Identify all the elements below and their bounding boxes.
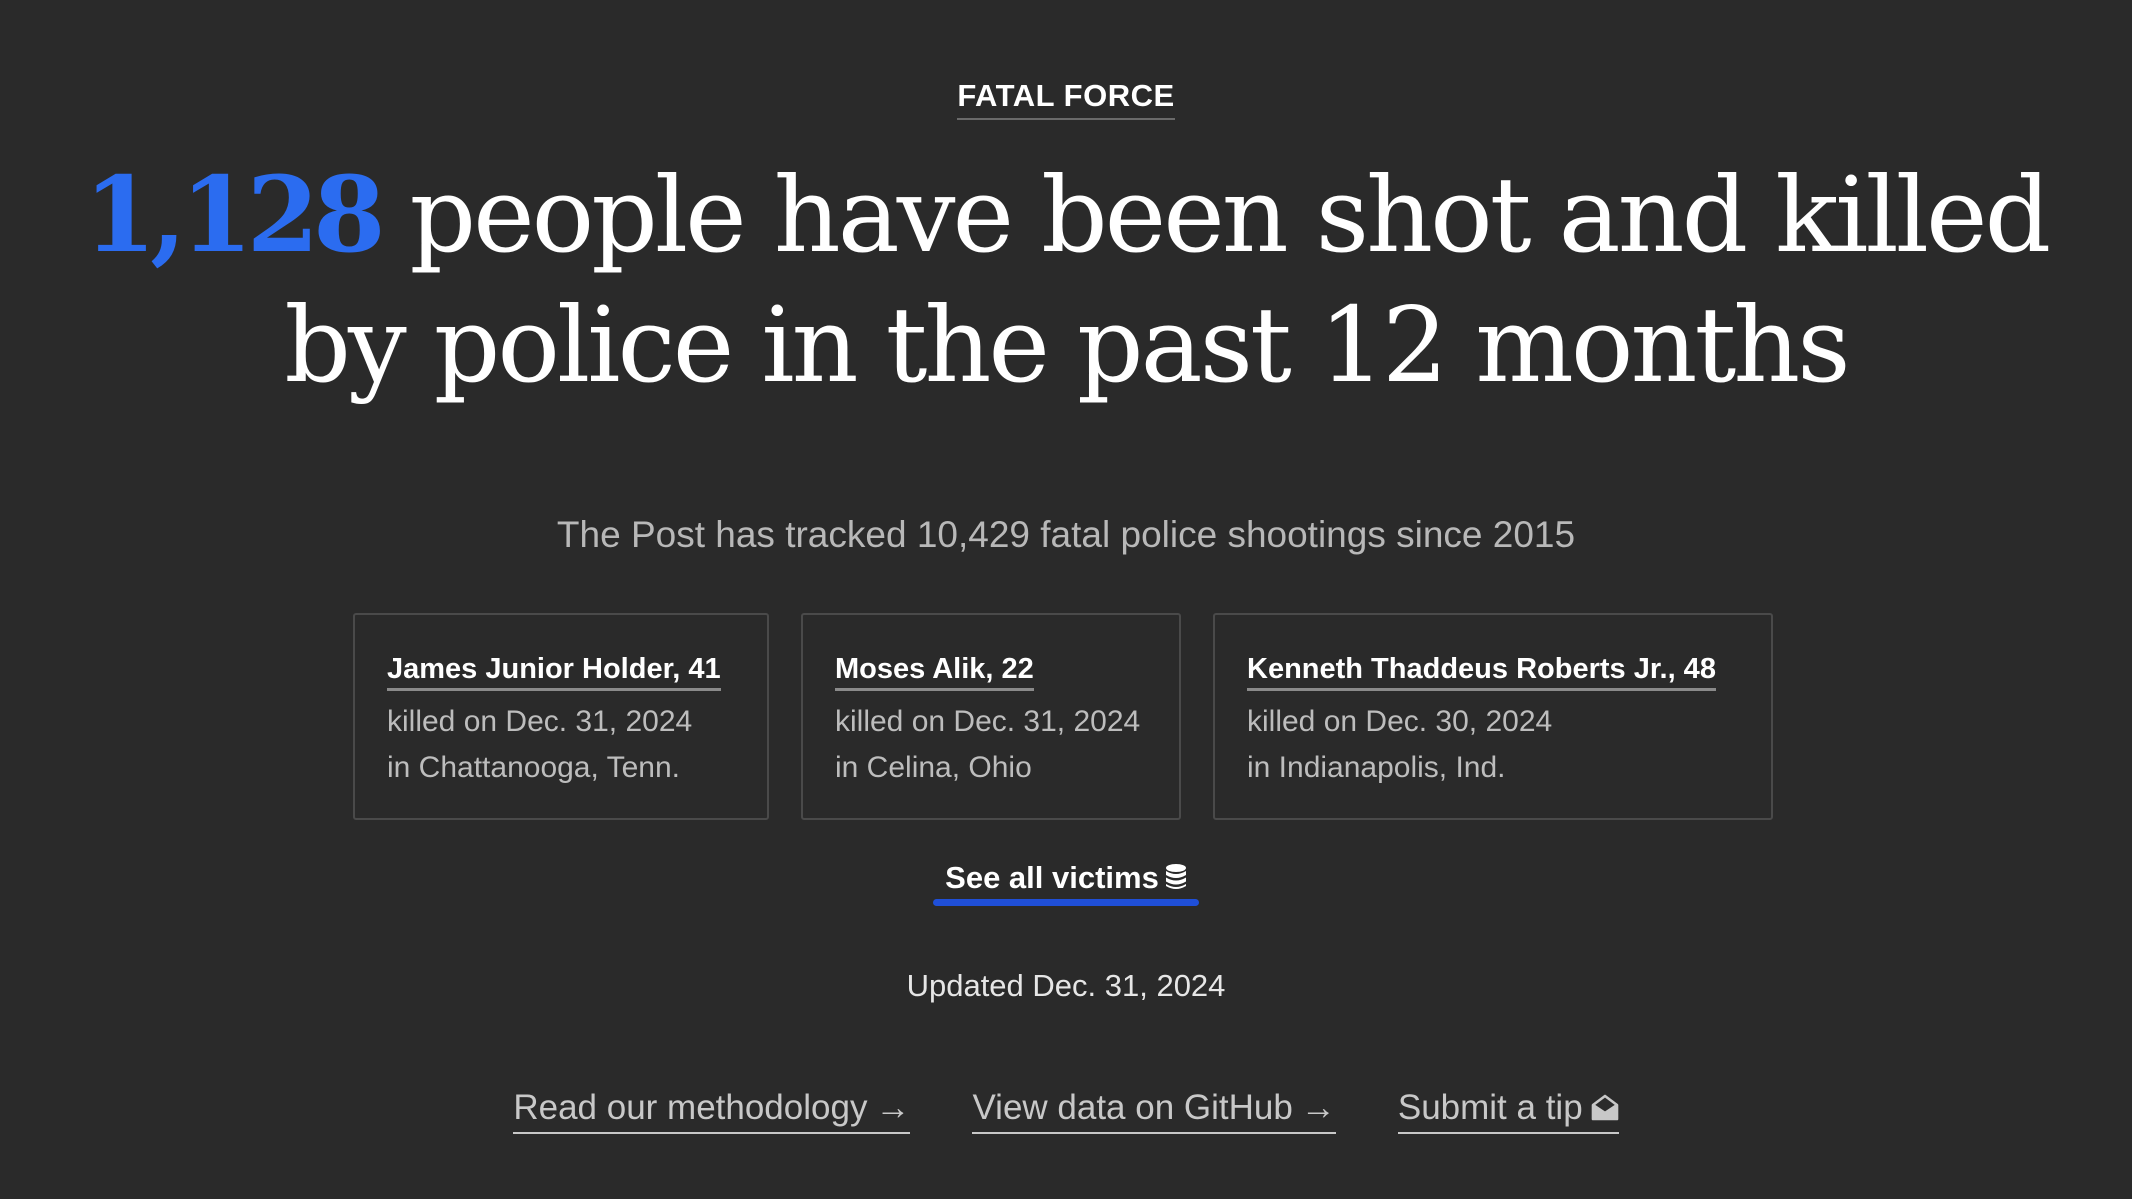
envelope-open-icon	[1591, 1094, 1618, 1121]
victim-location: in Celina, Ohio	[835, 751, 1032, 784]
methodology-label: Read our methodology	[513, 1088, 868, 1127]
github-link[interactable]: View data on GitHub →	[972, 1088, 1336, 1134]
victim-card: Kenneth Thaddeus Roberts Jr., 48 killed …	[1213, 613, 1773, 820]
arrow-right-icon: →	[875, 1088, 911, 1127]
headline-text: people have been shot and killed by poli…	[284, 154, 2051, 406]
victim-cards: James Junior Holder, 41 killed on Dec. 3…	[353, 613, 1773, 824]
victim-name-link[interactable]: James Junior Holder, 41	[387, 653, 721, 691]
victim-date: killed on Dec. 31, 2024	[387, 705, 693, 738]
victim-location: in Indianapolis, Ind.	[1247, 751, 1506, 784]
see-all-victims-link[interactable]: See all victims	[933, 860, 1199, 906]
methodology-link[interactable]: Read our methodology →	[513, 1088, 911, 1134]
kicker-link[interactable]: FATAL FORCE	[957, 78, 1175, 120]
see-all-label: See all victims	[945, 860, 1159, 895]
submit-tip-label: Submit a tip	[1397, 1088, 1583, 1127]
kicker: FATAL FORCE	[0, 78, 2132, 120]
headline-count: 1,128	[83, 153, 386, 276]
victim-date: killed on Dec. 30, 2024	[1247, 705, 1553, 738]
victim-name-link[interactable]: Moses Alik, 22	[835, 653, 1034, 691]
submit-tip-link[interactable]: Submit a tip	[1397, 1088, 1619, 1134]
headline: 1,128 people have been shot and killed b…	[60, 150, 2072, 410]
arrow-right-icon: →	[1300, 1088, 1336, 1127]
victim-location: in Chattanooga, Tenn.	[387, 751, 681, 784]
subhead: The Post has tracked 10,429 fatal police…	[556, 514, 1576, 555]
victim-name-link[interactable]: Kenneth Thaddeus Roberts Jr., 48	[1247, 653, 1716, 691]
see-all-container: See all victims	[0, 860, 2132, 906]
footer-links: Read our methodology → View data on GitHub…	[0, 1088, 2132, 1134]
victim-card: James Junior Holder, 41 killed on Dec. 3…	[353, 613, 769, 820]
updated-date: Updated Dec. 31, 2024	[906, 968, 1226, 1003]
github-label: View data on GitHub	[972, 1088, 1293, 1127]
victim-date: killed on Dec. 31, 2024	[835, 705, 1141, 738]
database-icon	[1165, 864, 1186, 889]
victim-card: Moses Alik, 22 killed on Dec. 31, 2024 i…	[801, 613, 1181, 820]
